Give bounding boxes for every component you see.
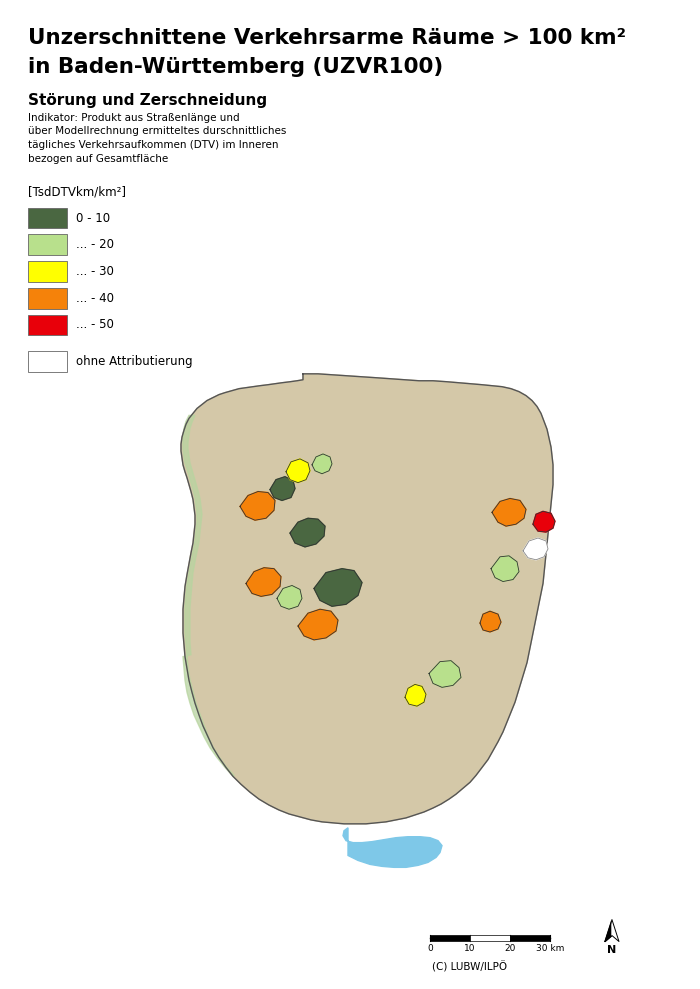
Text: ... - 50: ... - 50 [76, 318, 114, 331]
Polygon shape [405, 684, 426, 706]
Text: ... - 30: ... - 30 [76, 265, 114, 278]
Text: Indikator: Produkt aus Straßenlänge und
über Modellrechnung ermitteltes durschni: Indikator: Produkt aus Straßenlänge und … [28, 113, 286, 163]
Polygon shape [312, 454, 332, 474]
Polygon shape [492, 498, 526, 526]
Polygon shape [533, 511, 555, 532]
Text: ... - 40: ... - 40 [76, 292, 114, 305]
Text: Störung und Zerschneidung: Störung und Zerschneidung [28, 93, 267, 108]
Bar [510, 935, 550, 941]
Polygon shape [298, 609, 338, 640]
Text: ohne Attributierung: ohne Attributierung [76, 355, 193, 368]
Text: N: N [608, 945, 617, 955]
Polygon shape [277, 585, 302, 609]
Polygon shape [343, 828, 442, 867]
Text: ... - 20: ... - 20 [76, 238, 114, 251]
Polygon shape [246, 568, 281, 596]
Polygon shape [429, 661, 461, 687]
Bar [470, 935, 510, 941]
Polygon shape [290, 518, 325, 547]
Polygon shape [480, 611, 501, 632]
Polygon shape [286, 459, 310, 483]
Polygon shape [240, 492, 275, 520]
Polygon shape [523, 538, 548, 560]
Polygon shape [314, 569, 362, 606]
Bar [430, 935, 470, 941]
Text: 30 km: 30 km [536, 944, 564, 952]
Polygon shape [270, 477, 295, 500]
Polygon shape [183, 415, 234, 776]
Text: [TsdDTVkm/km²]: [TsdDTVkm/km²] [28, 186, 126, 199]
Text: (C) LUBW/ILPÖ: (C) LUBW/ILPÖ [433, 961, 508, 973]
Text: Unzerschnittene Verkehrsarme Räume > 100 km²: Unzerschnittene Verkehrsarme Räume > 100… [28, 28, 626, 47]
Text: 10: 10 [464, 944, 476, 952]
Polygon shape [491, 556, 519, 582]
Polygon shape [612, 920, 619, 942]
Text: 0 - 10: 0 - 10 [76, 212, 111, 225]
Text: 20: 20 [504, 944, 516, 952]
Polygon shape [605, 920, 612, 942]
Polygon shape [181, 374, 553, 824]
Text: 0: 0 [427, 944, 433, 952]
Text: in Baden-Württemberg (UZVR100): in Baden-Württemberg (UZVR100) [28, 57, 443, 77]
